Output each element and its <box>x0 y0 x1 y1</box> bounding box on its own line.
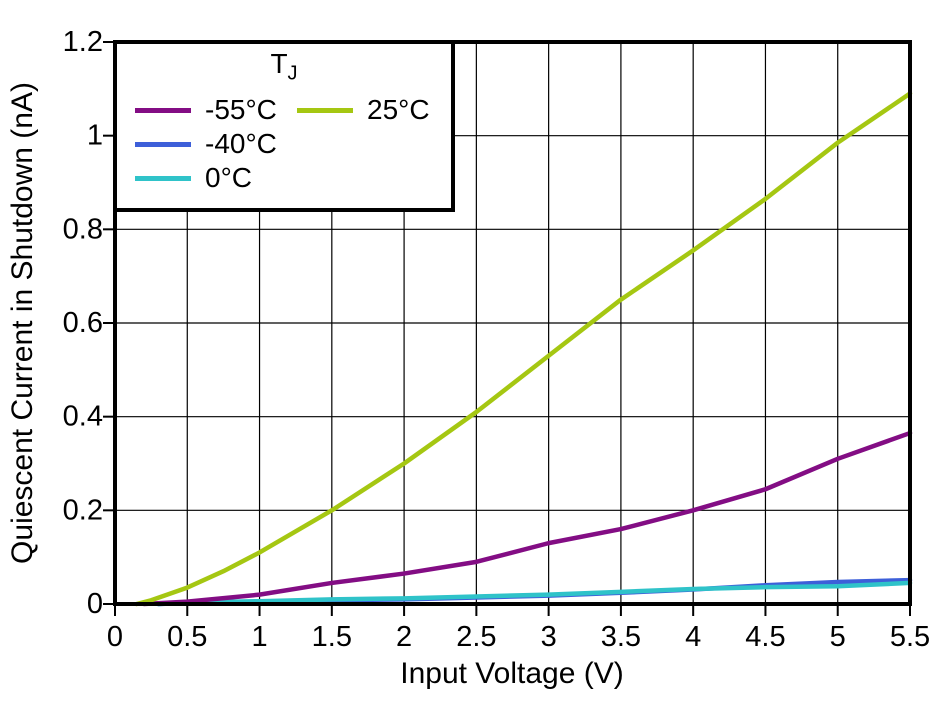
y-tick-label: 1 <box>87 120 103 152</box>
x-tick-label: 5.5 <box>890 621 930 653</box>
x-tick-label: 0 <box>107 621 123 653</box>
legend-label-minus40: -40°C <box>205 128 277 159</box>
legend-swatch-0c <box>135 175 191 181</box>
y-tick-label: 0.8 <box>63 213 103 245</box>
x-tick-label: 3 <box>541 621 557 653</box>
y-tick-label: 0.4 <box>63 401 103 433</box>
y-tick-labels: 0 0.2 0.4 0.6 0.8 1 1.2 <box>63 26 103 620</box>
legend-item-25c: 25°C <box>297 94 430 125</box>
x-tick-labels: 0 0.5 1 1.5 2 2.5 3 3.5 4 4.5 5 5.5 <box>107 621 930 653</box>
x-tick-label: 2.5 <box>456 621 496 653</box>
y-tick-label: 0.2 <box>63 494 103 526</box>
legend-box: TJ -55°C -40°C 0°C 25°C <box>113 40 455 212</box>
x-tick-label: 0.5 <box>167 621 207 653</box>
legend-title-main: T <box>270 48 288 79</box>
x-tick-label: 2 <box>396 621 412 653</box>
series-line--55°C <box>141 430 913 607</box>
x-tick-label: 3.5 <box>601 621 641 653</box>
legend-item-minus40: -40°C <box>135 128 277 159</box>
legend-swatch-minus40 <box>135 141 191 147</box>
y-tick-label: 0 <box>87 588 103 620</box>
x-tick-label: 4 <box>685 621 701 653</box>
tick-marks <box>103 41 911 616</box>
x-tick-label: 5 <box>830 621 846 653</box>
y-axis-title: Quiescent Current in Shutdown (nA) <box>6 82 39 564</box>
x-tick-label: 1.5 <box>312 621 352 653</box>
x-tick-label: 4.5 <box>745 621 785 653</box>
y-tick-label: 0.6 <box>63 307 103 339</box>
legend-title: TJ <box>117 48 451 86</box>
legend-item-minus55: -55°C <box>135 94 277 125</box>
legend-swatch-25c <box>297 107 353 113</box>
series-line-25°C <box>134 91 913 607</box>
legend-label-0c: 0°C <box>205 162 252 193</box>
legend-item-0c: 0°C <box>135 162 252 193</box>
y-tick-label: 1.2 <box>63 26 103 58</box>
x-axis-title: Input Voltage (V) <box>400 657 623 690</box>
legend-title-sub: J <box>287 62 298 85</box>
x-tick-label: 1 <box>251 621 267 653</box>
data-series <box>134 91 913 607</box>
series-line-0°C <box>156 580 913 607</box>
plot-frame <box>113 40 912 606</box>
legend-swatch-minus55 <box>135 107 191 113</box>
legend-label-minus55: -55°C <box>205 94 277 125</box>
legend-label-25c: 25°C <box>367 94 430 125</box>
